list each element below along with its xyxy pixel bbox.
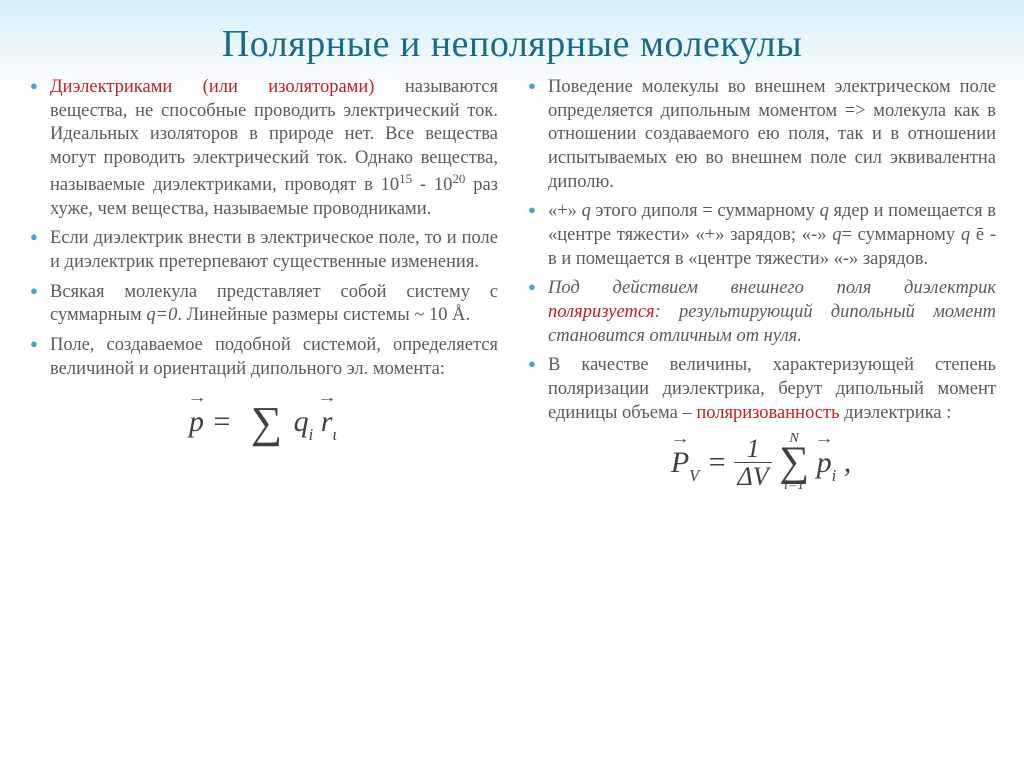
formula-polarization: PV = 1ΔV N∑i=1 pi , bbox=[526, 435, 996, 494]
left-bullet-2: Если диэлектрик внести в электрическое п… bbox=[28, 227, 498, 274]
highlight-polarization: поляризованность bbox=[696, 403, 839, 423]
right-bullet-3: Под действием внешнего поля диэлектрик п… bbox=[526, 277, 996, 348]
left-bullet-3: Всякая молекула представляет собой систе… bbox=[28, 281, 498, 328]
slide-title: Полярные и неполярные молекулы bbox=[0, 0, 1024, 66]
right-bullet-2: «+» q этого диполя = суммарному q ядер и… bbox=[526, 200, 996, 271]
left-column: Диэлектриками (или изоляторами) называют… bbox=[28, 76, 498, 500]
left-bullet-1: Диэлектриками (или изоляторами) называют… bbox=[28, 76, 498, 221]
formula-dipole-moment: p = ∑ qi rι bbox=[28, 391, 498, 443]
right-bullet-4: В качестве величины, характеризующей сте… bbox=[526, 354, 996, 425]
right-column: Поведение молекулы во внешнем электричес… bbox=[526, 76, 996, 500]
left-bullet-4: Поле, создаваемое подобной системой, опр… bbox=[28, 334, 498, 381]
highlight-polarizes: поляризуется bbox=[548, 302, 655, 322]
content-columns: Диэлектриками (или изоляторами) называют… bbox=[0, 66, 1024, 500]
right-bullet-1: Поведение молекулы во внешнем электричес… bbox=[526, 76, 996, 194]
highlight-term: Диэлектриками (или изоляторами) bbox=[50, 77, 374, 97]
